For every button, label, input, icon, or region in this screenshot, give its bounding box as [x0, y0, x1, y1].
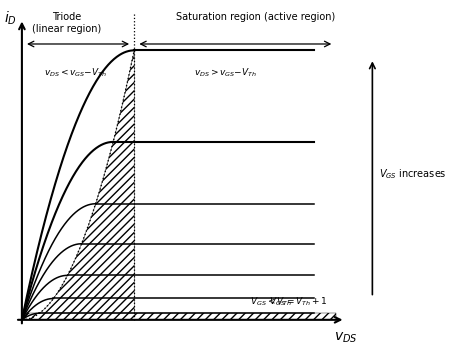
Text: $v_{DS}$: $v_{DS}$ [334, 331, 357, 345]
Polygon shape [22, 313, 337, 320]
Text: $v_{DS} < v_{GS}{-}V_{Th}$: $v_{DS} < v_{GS}{-}V_{Th}$ [44, 66, 108, 79]
Text: $V_{GS} = V_{Th}+1$: $V_{GS} = V_{Th}+1$ [269, 296, 328, 309]
Text: $V_{GS} < V_{Th}$: $V_{GS} < V_{Th}$ [249, 296, 292, 308]
Text: Saturation region (active region): Saturation region (active region) [176, 12, 335, 22]
Text: $V_{GS}$ increases: $V_{GS}$ increases [379, 168, 447, 181]
Text: Triode
(linear region): Triode (linear region) [32, 12, 101, 34]
Text: $v_{DS} > v_{GS}{-}V_{Th}$: $v_{DS} > v_{GS}{-}V_{Th}$ [194, 66, 257, 79]
Text: $i_D$: $i_D$ [4, 10, 17, 27]
Polygon shape [22, 50, 134, 320]
